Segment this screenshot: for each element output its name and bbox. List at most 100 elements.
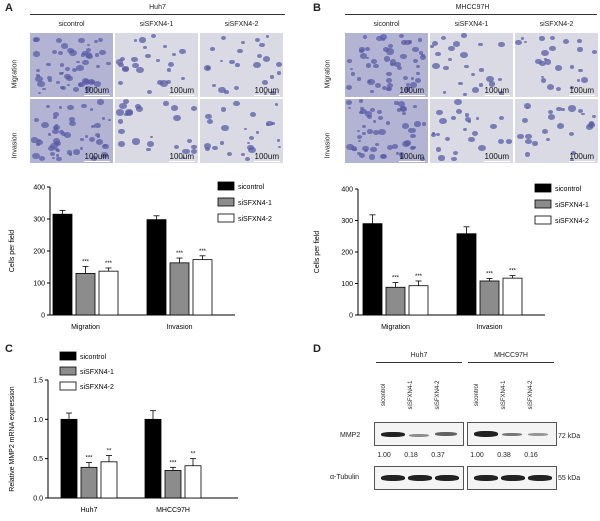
cell-blob [405, 82, 410, 87]
cell-blob [51, 49, 58, 55]
cell-blob [471, 87, 480, 94]
legend-swatch [59, 366, 77, 376]
scale-label: 100um [84, 152, 109, 161]
cell-blob [97, 37, 103, 42]
legend-label: sicontrol [555, 186, 582, 193]
cell-blob [381, 154, 386, 159]
cell-blob [264, 93, 268, 96]
panel-b-col-sisfxn4-1: siSFXN4-1 [454, 21, 489, 28]
cell-blob [547, 83, 555, 90]
cell-blob [359, 111, 364, 115]
cell-blob [554, 65, 562, 71]
bar-sisfxn4-2 [502, 277, 523, 316]
cell-blob [370, 108, 376, 113]
cell-blob [61, 43, 69, 49]
y-tick-label: 400 [341, 187, 353, 194]
cell-blob [367, 115, 373, 120]
cell-blob [94, 132, 100, 137]
cell-blob [54, 147, 60, 152]
cell-blob [172, 53, 177, 57]
cell-blob [395, 151, 400, 155]
blot-lane-label: sicontrol [381, 383, 387, 407]
y-axis-label: Cells per field [9, 230, 16, 273]
bar-sisfxn4-2 [408, 285, 429, 316]
cell-blob [432, 132, 436, 135]
cell-blob [53, 116, 58, 120]
cell-blob [532, 141, 538, 146]
bar-sicontrol [456, 233, 477, 316]
scale-label: 100um [399, 86, 424, 95]
cell-blob [46, 75, 53, 81]
cell-blob [221, 125, 229, 132]
micrograph-a-migration-sisfxn4-2: 100um [200, 33, 283, 97]
cell-blob [419, 55, 426, 61]
panel-letter-a: A [5, 2, 13, 14]
significance-label: *** [105, 261, 113, 267]
cell-blob [51, 128, 59, 135]
cell-blob [274, 102, 279, 106]
blot-group-mhcc97h-rule [468, 362, 554, 363]
bar-sisfxn4-1 [479, 280, 500, 316]
bar-sicontrol [146, 219, 167, 316]
cell-blob [241, 40, 246, 45]
panel-b-cell-line: MHCC97H [455, 4, 490, 11]
cell-blob [383, 56, 391, 62]
cell-blob [578, 109, 584, 114]
cell-blob [410, 76, 415, 80]
chart-c: 0.0 0.5 1.0 1.5 Relative MMP2 mRNA expressio… [9, 351, 238, 514]
panel-b-col-sisfxn4-2: siSFXN4-2 [539, 21, 574, 28]
cell-blob [33, 117, 40, 122]
cell-blob [521, 117, 528, 123]
cell-blob [398, 34, 405, 39]
cell-blob [86, 47, 92, 52]
cell-blob [146, 89, 152, 94]
cell-blob [365, 56, 370, 60]
blot-quant-value: 0.38 [497, 452, 511, 459]
cell-blob [550, 36, 556, 41]
legend-swatch [534, 215, 552, 225]
cell-blob [51, 156, 55, 160]
cell-blob [394, 61, 402, 68]
cell-blob [162, 101, 169, 106]
cell-blob [385, 121, 391, 125]
cell-blob [414, 78, 421, 84]
cell-blob [399, 106, 406, 112]
cell-blob [534, 58, 542, 65]
cell-blob [47, 133, 52, 137]
micrograph-b-invasion-sisfxn4-2: 100um [515, 99, 598, 163]
legend-label: siSFXN4-1 [238, 200, 272, 207]
cell-blob [190, 106, 198, 112]
cell-blob [182, 148, 190, 155]
cell-blob [38, 91, 42, 95]
cell-blob [219, 141, 225, 146]
cell-blob [102, 143, 110, 150]
cell-blob [55, 37, 63, 43]
scale-label: 100um [84, 86, 109, 95]
cell-blob [269, 90, 276, 96]
cell-blob [90, 125, 95, 129]
cell-blob [122, 65, 130, 72]
cell-blob [516, 133, 524, 140]
cell-blob [101, 152, 109, 158]
blot-mmp2-mhcc97h [467, 422, 557, 446]
cell-blob [42, 87, 46, 91]
micrograph-b-migration-sisfxn4-1: 100um [430, 33, 513, 97]
cell-blob [87, 43, 91, 47]
x-category-label: Invasion [166, 324, 192, 331]
cell-blob [96, 64, 100, 68]
blot-kda-72: 72 kDa [558, 433, 581, 440]
cell-blob [356, 134, 362, 140]
cell-blob [84, 135, 89, 139]
cell-blob [506, 139, 513, 144]
y-axis-label: Cells per field [314, 231, 321, 274]
cell-blob [262, 56, 271, 63]
cell-blob [479, 68, 484, 72]
cell-blob [498, 77, 503, 81]
significance-label: *** [392, 276, 400, 282]
scale-label: 100um [399, 152, 424, 161]
cell-blob [227, 152, 233, 157]
panel-a-row-invasion: Invasion [11, 132, 19, 159]
cell-blob [358, 153, 366, 159]
significance-label: *** [509, 269, 517, 275]
cell-blob [379, 34, 387, 40]
